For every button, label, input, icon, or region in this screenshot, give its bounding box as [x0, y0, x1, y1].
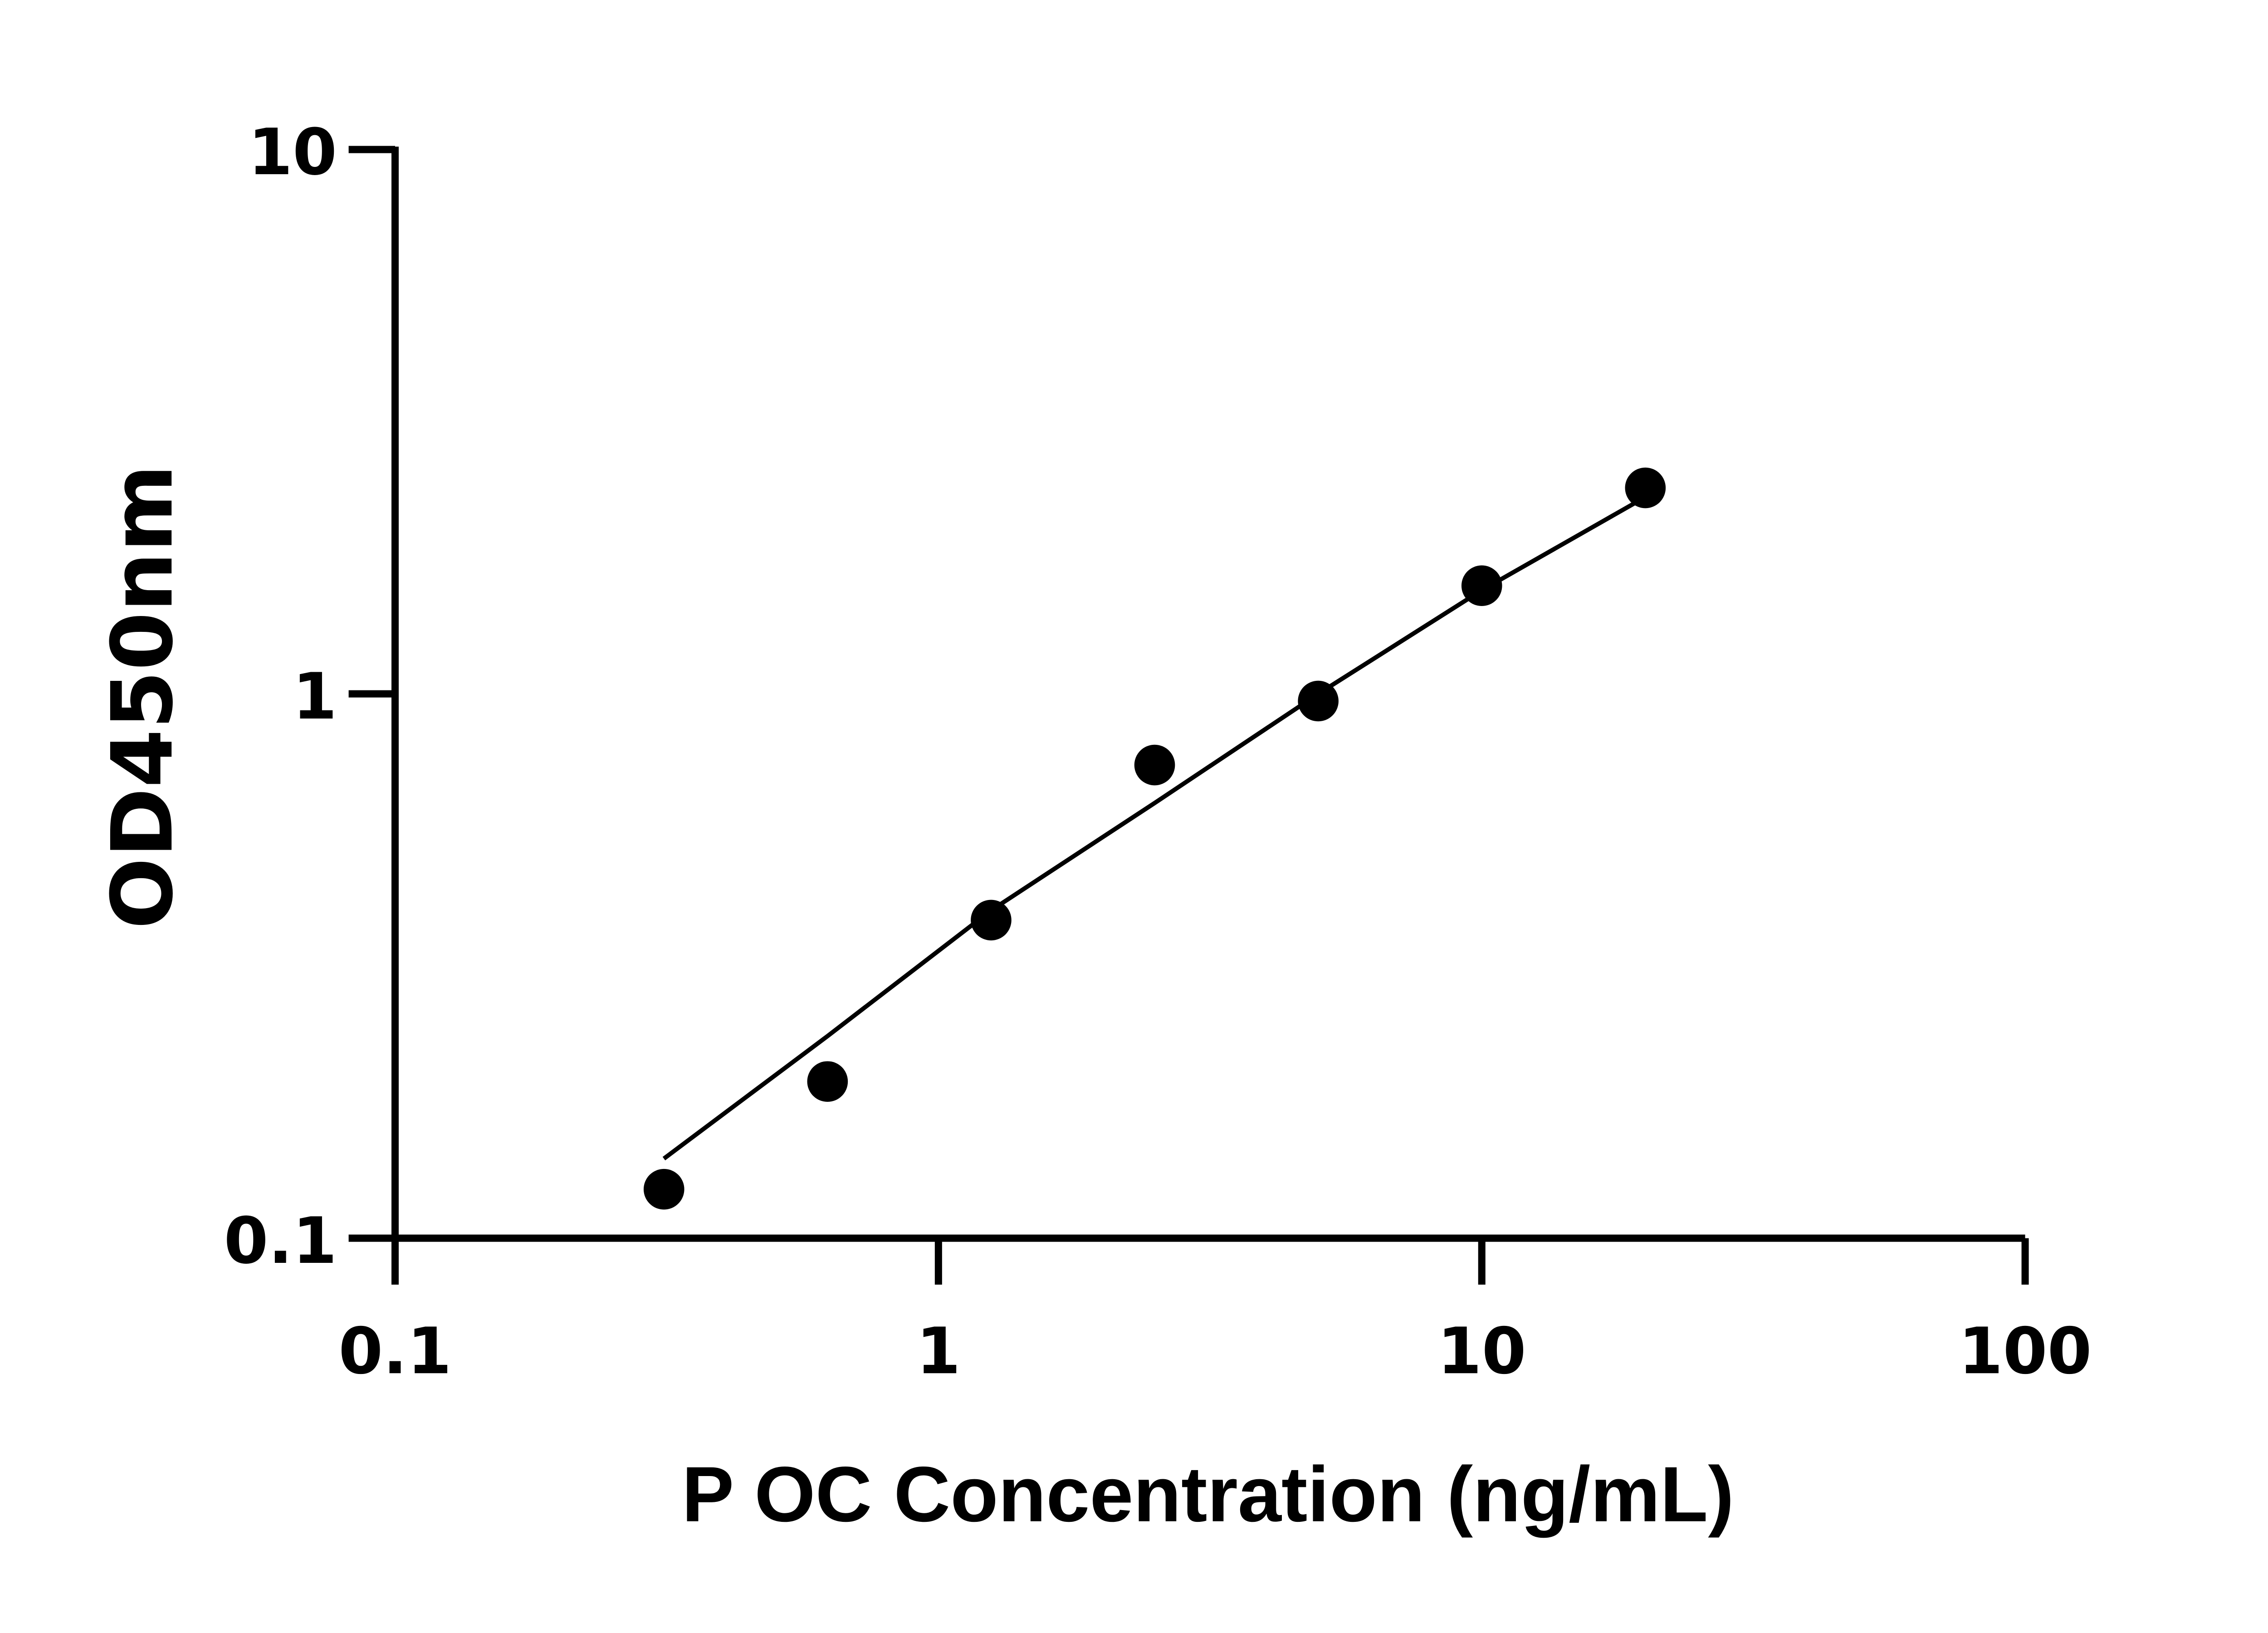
data-point	[643, 1169, 684, 1210]
data-point	[807, 1061, 848, 1102]
data-point	[1625, 467, 1666, 508]
x-tick-label: 1	[916, 1314, 961, 1389]
axes	[348, 146, 2029, 1285]
tick-labels: 0.1 1 10 100 0.1 1 10	[224, 115, 2092, 1389]
data-point	[1461, 565, 1502, 606]
data-point	[1134, 744, 1175, 786]
data-point	[1298, 680, 1339, 722]
y-tick-label: 0.1	[224, 1204, 337, 1278]
x-tick-label: 0.1	[338, 1314, 451, 1389]
y-axis-label: OD450nm	[93, 464, 191, 929]
x-tick-label: 10	[1437, 1314, 1526, 1389]
y-tick-label: 10	[248, 115, 337, 190]
data-points-group	[643, 467, 1666, 1210]
y-tick-label: 1	[293, 660, 337, 734]
x-tick-label: 100	[1959, 1314, 2092, 1389]
x-axis-label: P OC Concentration (ng/mL)	[682, 1451, 1734, 1538]
data-point	[971, 900, 1012, 941]
